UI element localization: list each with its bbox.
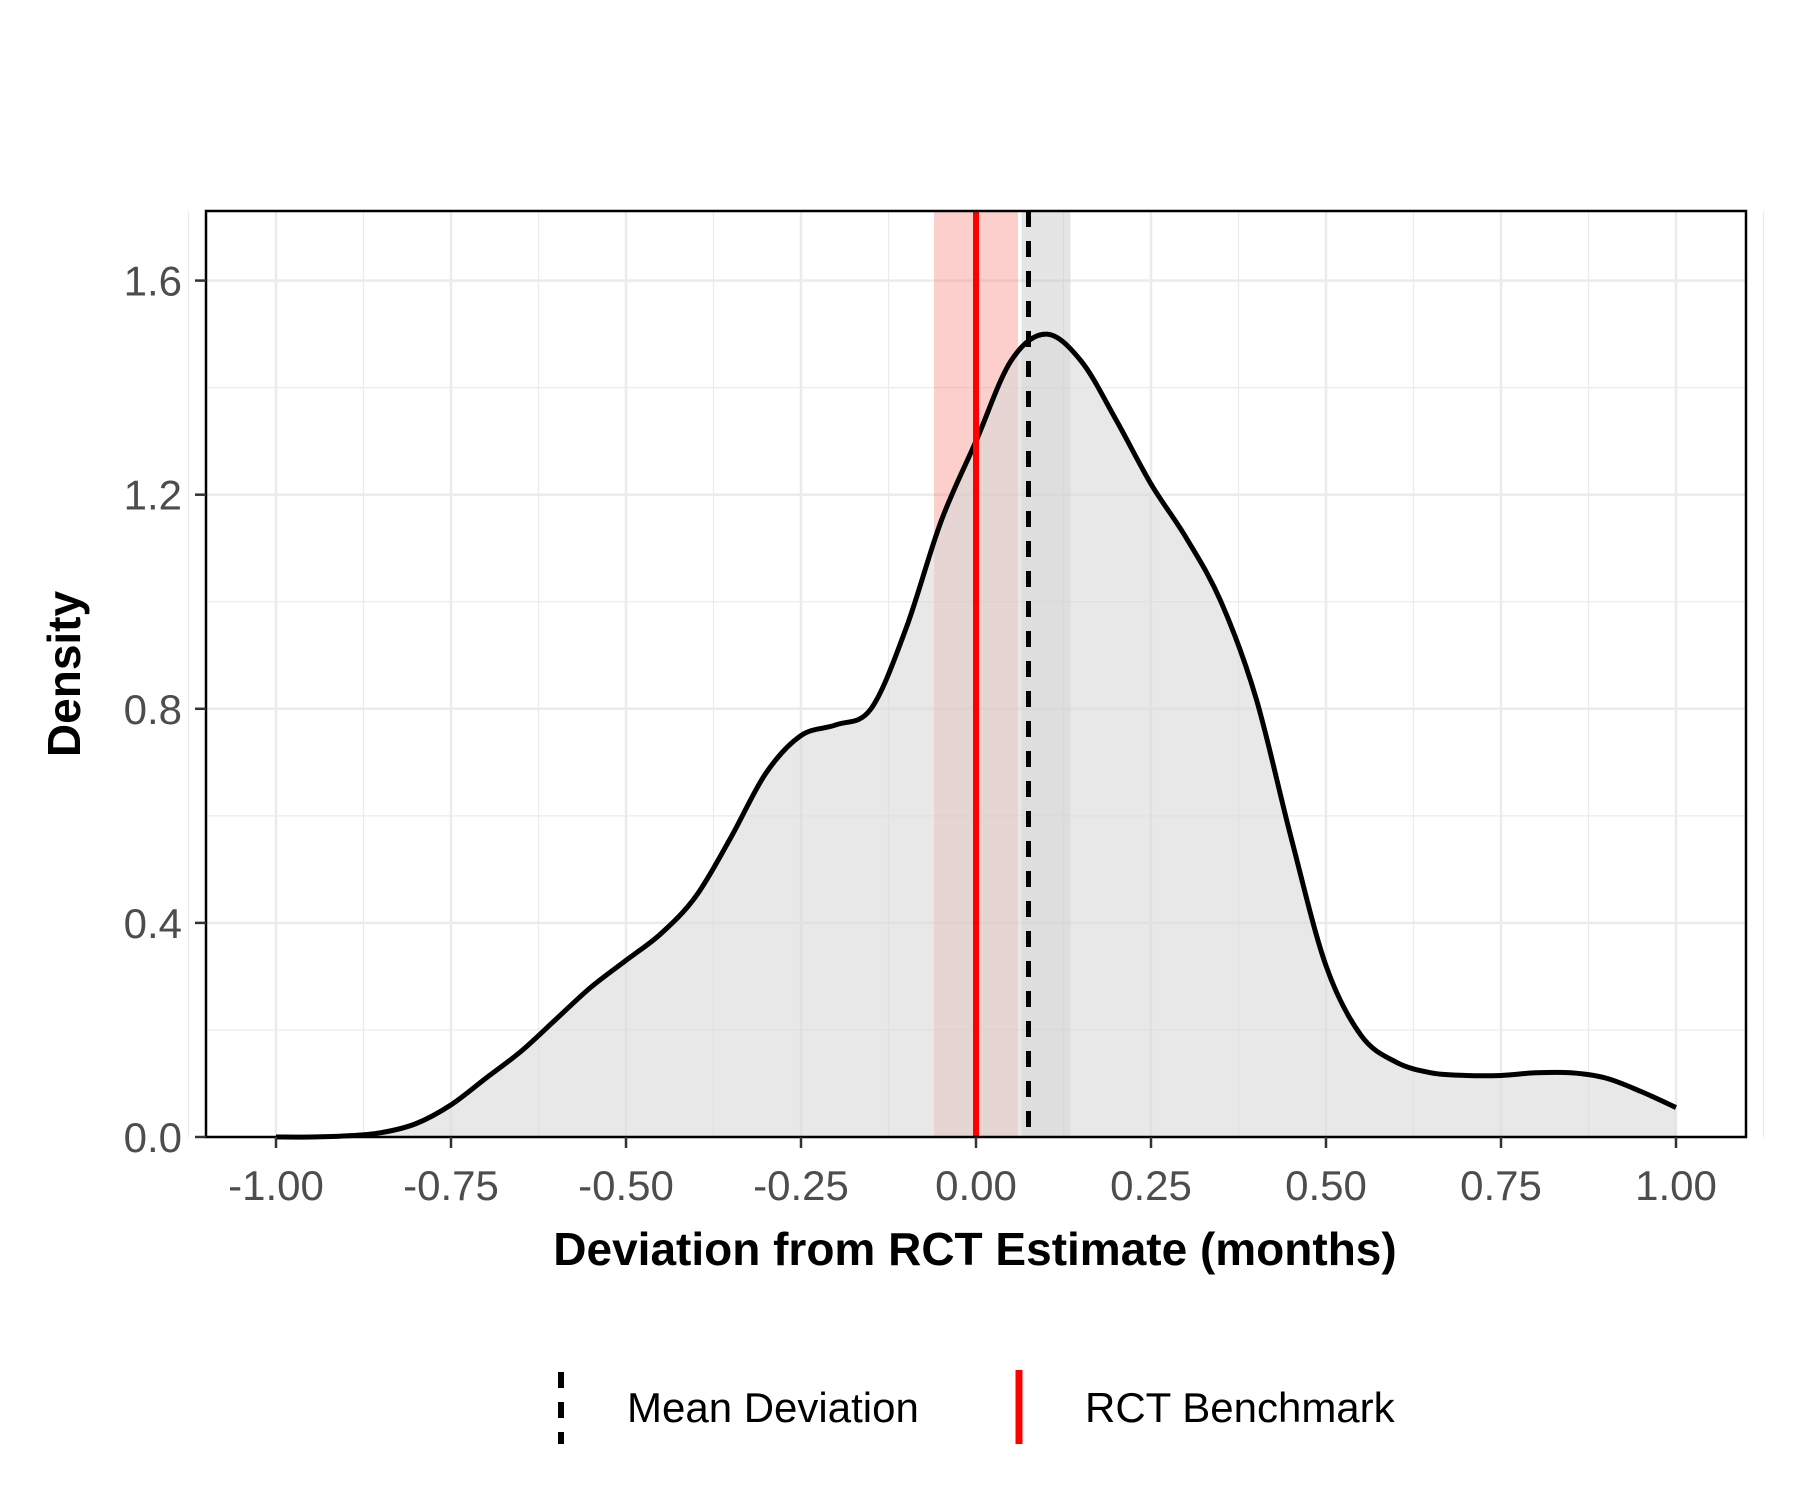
y-tick-label: 0.8 [124,686,182,733]
x-axis-title: Deviation from RCT Estimate (months) [553,1223,1396,1275]
y-axis-ticks: 0.0 0.4 0.8 1.2 1.6 [124,258,206,1161]
x-tick-label: -0.25 [753,1162,849,1209]
x-axis-ticks: -1.00 -0.75 -0.50 -0.25 0.00 0.25 0.50 0.75 1.00 [228,1137,1717,1209]
reference-lines [973,211,1031,1137]
legend: Mean Deviation RCT Benchmark [558,1370,1396,1444]
y-axis-title: Density [38,591,90,758]
y-tick-label: 0.4 [124,900,182,947]
x-tick-label: 0.50 [1285,1162,1367,1209]
x-tick-label: -1.00 [228,1162,324,1209]
legend-label-mean-deviation: Mean Deviation [627,1384,919,1431]
y-tick-label: 1.6 [124,258,182,305]
x-tick-label: 1.00 [1635,1162,1717,1209]
x-tick-label: -0.75 [403,1162,499,1209]
y-tick-label: 1.2 [124,472,182,519]
legend-label-rct-benchmark: RCT Benchmark [1085,1384,1396,1431]
y-tick-label: 0.0 [124,1114,182,1161]
x-tick-label: 0.75 [1460,1162,1542,1209]
x-tick-label: -0.50 [578,1162,674,1209]
x-tick-label: 0.00 [935,1162,1017,1209]
density-curve [275,331,1678,1140]
x-tick-label: 0.25 [1110,1162,1192,1209]
